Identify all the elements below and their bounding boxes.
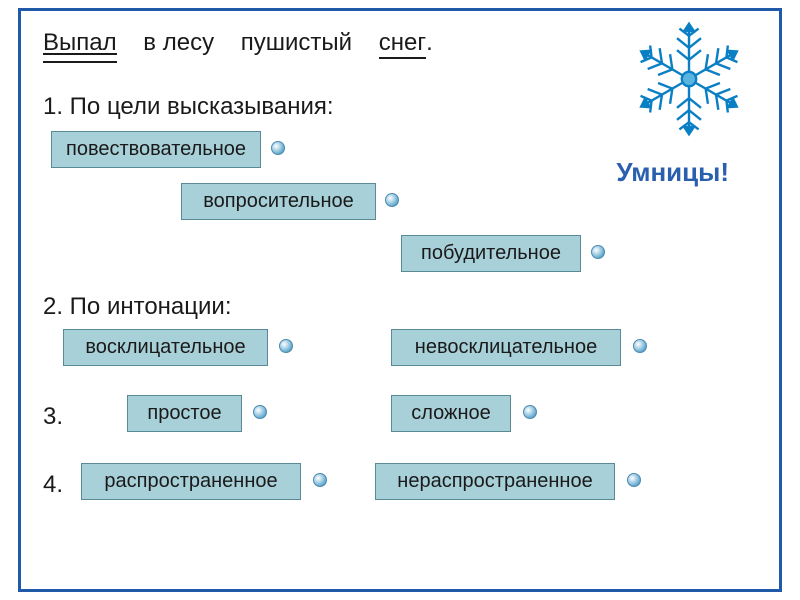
option-interrogative[interactable]: вопросительное — [181, 183, 376, 220]
bullet-icon — [253, 405, 267, 419]
bullet-icon — [313, 473, 327, 487]
bullet-icon — [633, 339, 647, 353]
bullet-icon — [627, 473, 641, 487]
slide-frame: Выпал в лесу пушистый снег. — [18, 8, 782, 592]
section3-title: 3. — [43, 403, 63, 431]
sentence-word: в лесу — [143, 29, 214, 56]
option-exclamatory[interactable]: восклицательное — [63, 329, 268, 366]
period: . — [426, 29, 433, 56]
bullet-icon — [591, 245, 605, 259]
option-complex[interactable]: сложное — [391, 395, 511, 432]
bullet-icon — [385, 193, 399, 207]
option-declarative[interactable]: повествовательное — [51, 131, 261, 168]
sentence-word: пушистый — [241, 29, 352, 56]
option-nonexclamatory[interactable]: невосклицательное — [391, 329, 621, 366]
snowflake-icon — [629, 19, 749, 139]
option-simple[interactable]: простое — [127, 395, 242, 432]
option-nonextended[interactable]: нераспространенное — [375, 463, 615, 500]
sentence-predicate: Выпал — [43, 29, 117, 57]
section2-title: 2. По интонации: — [43, 293, 232, 321]
option-extended[interactable]: распространенное — [81, 463, 301, 500]
sentence-subject: снег — [379, 29, 426, 59]
praise-label: Умницы! — [616, 157, 729, 188]
bullet-icon — [271, 141, 285, 155]
option-imperative[interactable]: побудительное — [401, 235, 581, 272]
bullet-icon — [523, 405, 537, 419]
bullet-icon — [279, 339, 293, 353]
section1-title: 1. По цели высказывания: — [43, 93, 334, 121]
section4-title: 4. — [43, 471, 63, 499]
